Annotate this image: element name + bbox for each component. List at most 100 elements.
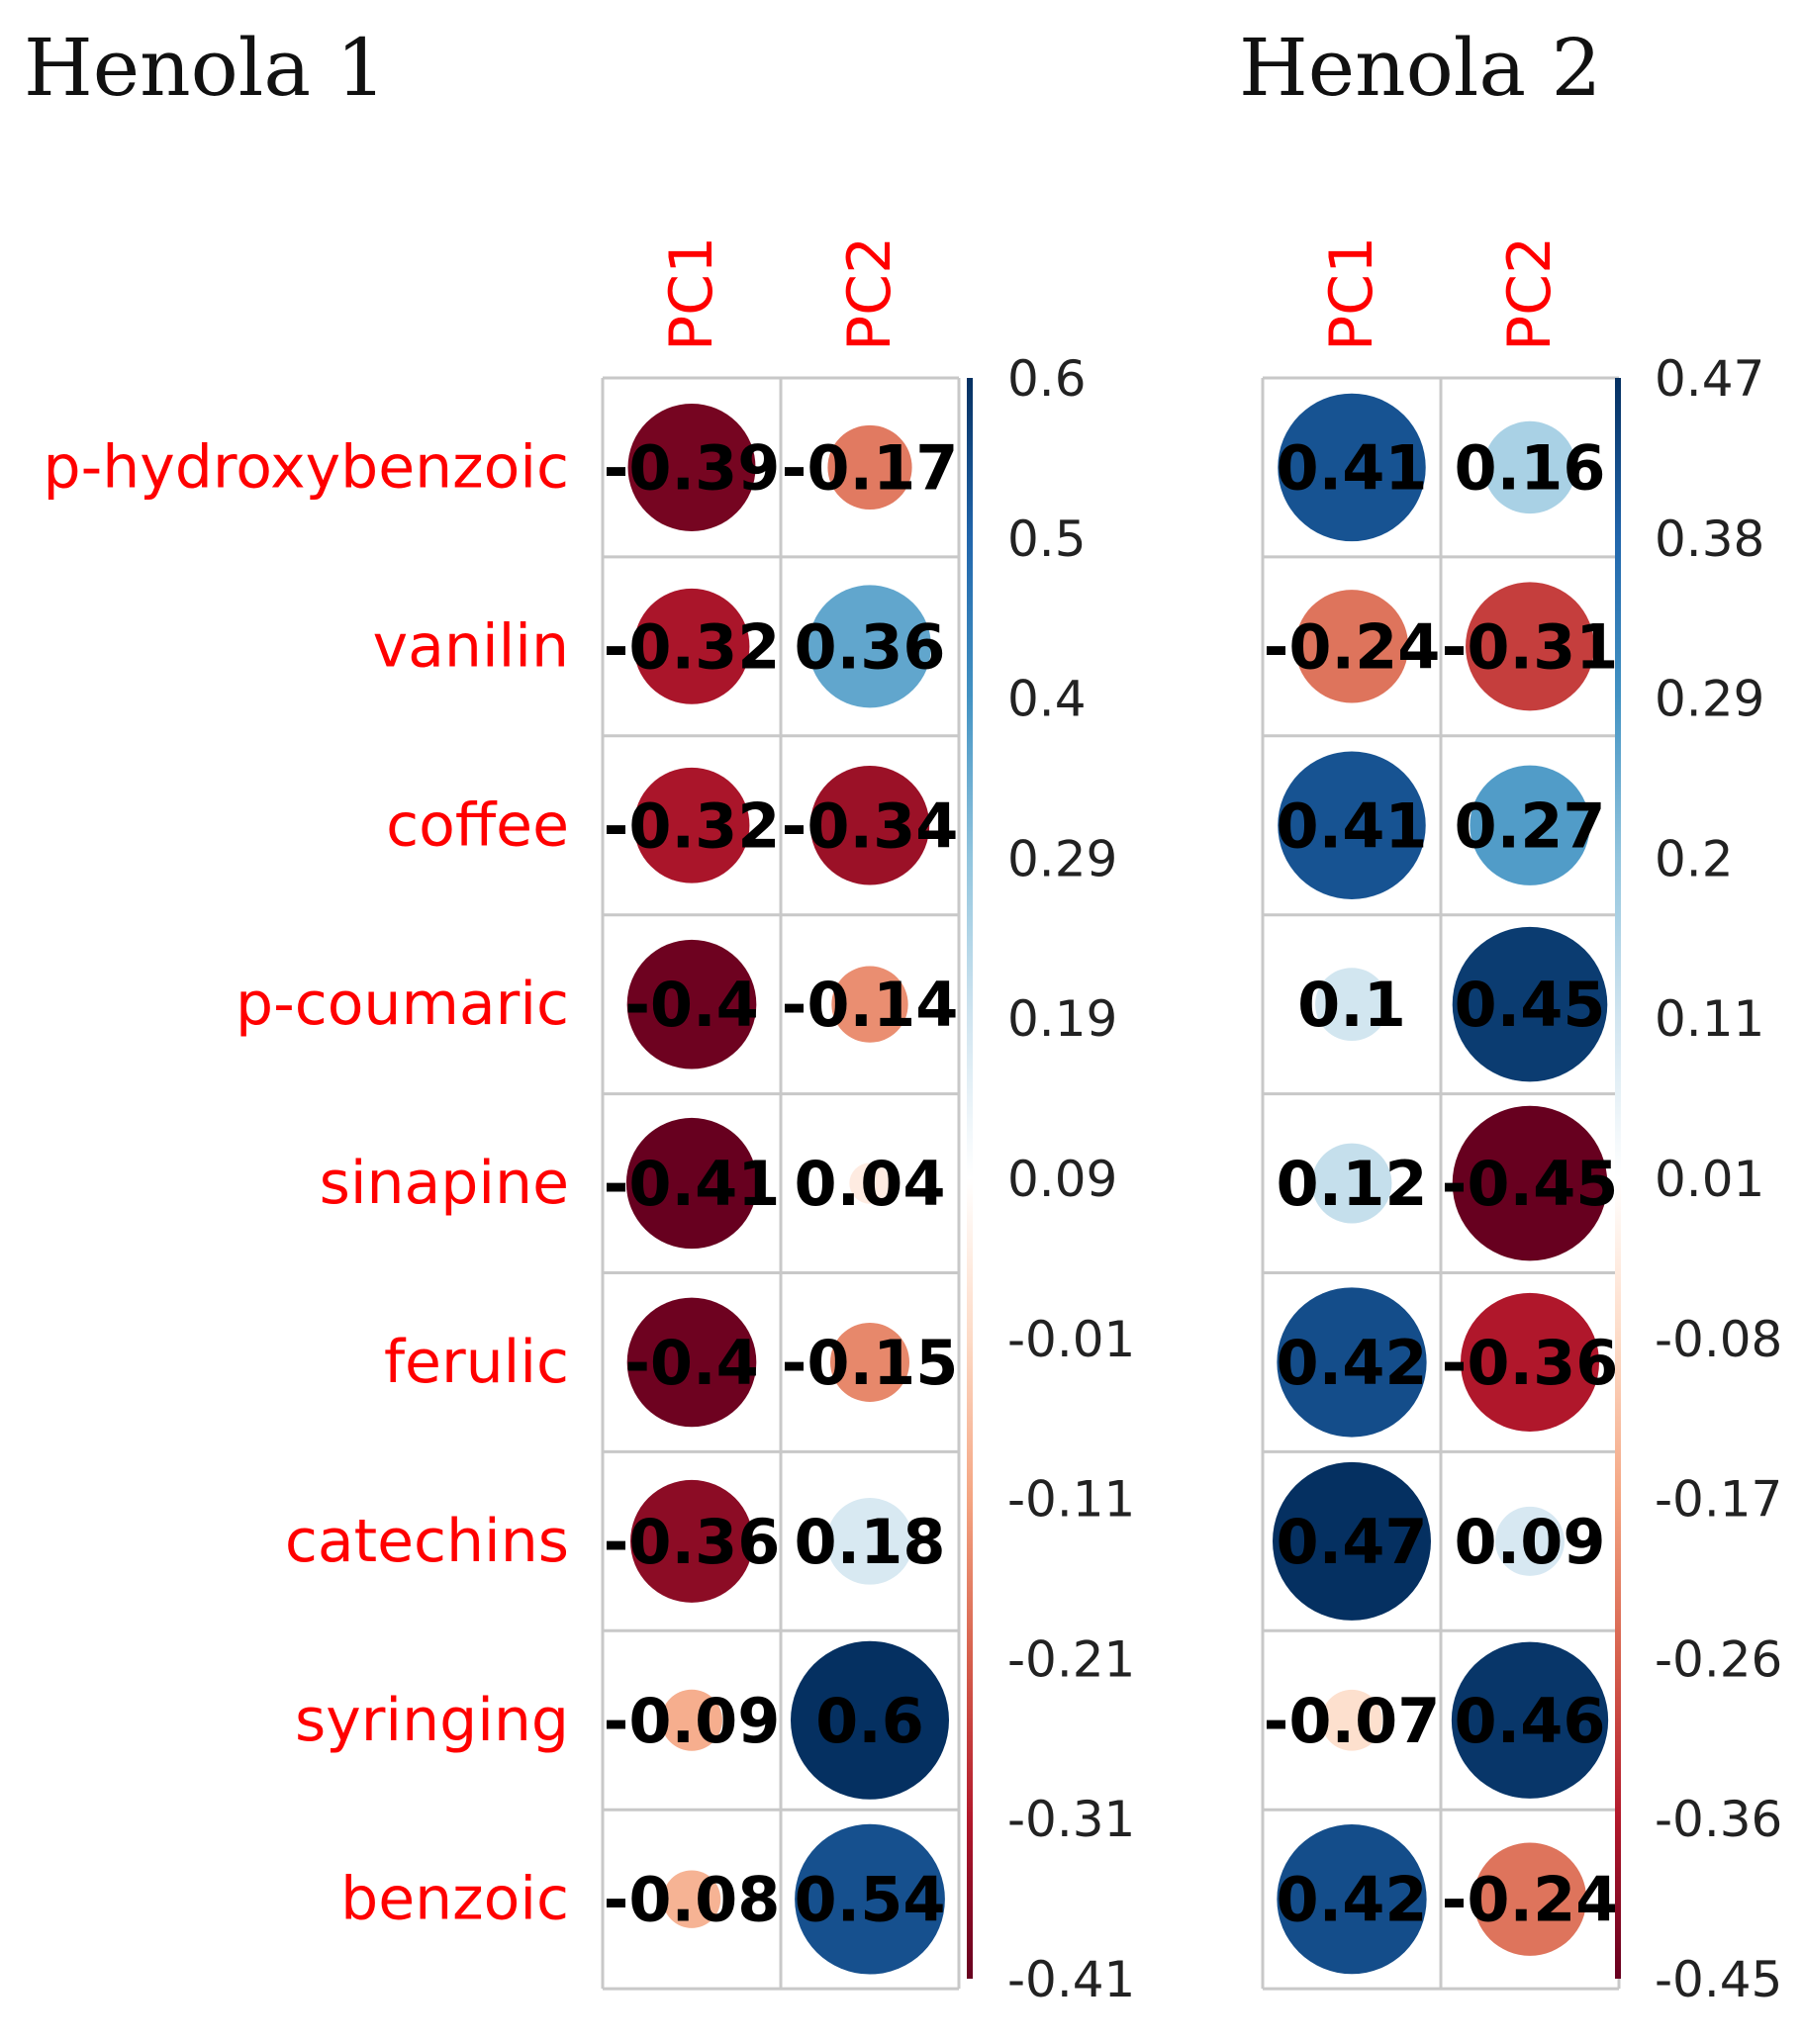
value-label: -0.24 — [1264, 610, 1441, 683]
value-label: 0.09 — [1455, 1506, 1606, 1578]
value-label: 0.41 — [1277, 431, 1428, 504]
value-label: 0.47 — [1277, 1506, 1428, 1578]
corr-circle-benzoic-pc1 — [662, 1870, 721, 1928]
colorbar-tick-label: 0.11 — [1655, 990, 1764, 1048]
colorbar-tick-label: 0.2 — [1655, 830, 1734, 887]
corr-circle-sinapine-pc1 — [1311, 1143, 1392, 1224]
row-label-benzoic: benzoic — [340, 1865, 569, 1934]
value-label: 0.16 — [1455, 431, 1606, 504]
column-label-pc1: PC1 — [657, 236, 726, 351]
value-label: -0.08 — [604, 1864, 781, 1936]
colorbar-tick-label: -0.31 — [1007, 1791, 1135, 1848]
corr-circle-ferulic-pc2 — [830, 1322, 909, 1402]
value-label: -0.4 — [624, 1327, 759, 1399]
column-label-pc1: PC1 — [1317, 236, 1386, 351]
corr-circle-p-coumaric-pc1 — [1315, 968, 1388, 1042]
row-label-syringing: syringing — [295, 1686, 569, 1755]
corr-circle-catechins-pc1 — [1273, 1461, 1431, 1621]
value-label: -0.32 — [604, 790, 781, 862]
value-label: -0.15 — [782, 1327, 959, 1399]
corr-circle-catechins-pc2 — [1494, 1506, 1566, 1576]
corr-circle-coffee-pc2 — [1470, 765, 1590, 885]
value-label: -0.36 — [1442, 1327, 1619, 1399]
value-label: -0.07 — [1264, 1685, 1441, 1757]
value-label: 0.46 — [1455, 1685, 1606, 1757]
value-label: -0.17 — [782, 431, 959, 504]
corr-circle-catechins-pc1 — [630, 1479, 753, 1603]
value-label: 0.6 — [815, 1685, 924, 1757]
value-label: 0.18 — [795, 1506, 946, 1578]
value-label: 0.36 — [795, 610, 946, 683]
row-label-catechins: catechins — [285, 1507, 569, 1576]
colorbar-tick-label: 0.09 — [1007, 1151, 1117, 1208]
value-label: -0.24 — [1442, 1864, 1619, 1936]
colorbar-tick-label: 0.38 — [1655, 511, 1764, 568]
corr-circle-coffee-pc2 — [809, 766, 930, 885]
colorbar-tick-label: -0.26 — [1655, 1630, 1782, 1688]
row-label-p-coumaric: p-coumaric — [236, 970, 569, 1039]
colorbar-tick-label: -0.36 — [1655, 1791, 1782, 1848]
corr-circle-coffee-pc1 — [633, 767, 750, 883]
panel-title-henola-1: Henola 1 — [24, 22, 387, 114]
colorbar-tick-label: 0.6 — [1007, 350, 1087, 408]
colorbar-tick-label: 0.29 — [1007, 830, 1117, 887]
value-label: -0.39 — [604, 431, 781, 504]
corr-circle-syringing-pc2 — [1451, 1641, 1609, 1799]
corr-circle-vanilin-pc2 — [808, 585, 931, 708]
corr-circle-coffee-pc1 — [1278, 751, 1426, 899]
corr-circle-benzoic-pc1 — [1277, 1824, 1427, 1975]
colorbar-tick-label: 0.47 — [1655, 350, 1764, 408]
value-label: 0.12 — [1277, 1148, 1428, 1220]
colorbar-tick-label: -0.11 — [1007, 1471, 1135, 1529]
value-label: 0.27 — [1455, 790, 1606, 862]
value-label: -0.4 — [624, 969, 759, 1041]
colorbar — [1615, 378, 1621, 1979]
value-label: -0.45 — [1442, 1148, 1619, 1220]
row-label-sinapine: sinapine — [320, 1149, 569, 1218]
value-label: -0.32 — [604, 610, 781, 683]
value-label: -0.14 — [782, 969, 959, 1041]
corr-circle-p-coumaric-pc2 — [1452, 926, 1608, 1082]
corr-circle-vanilin-pc1 — [633, 588, 750, 704]
corr-circle-syringing-pc1 — [1321, 1689, 1382, 1751]
colorbar-tick-label: 0.29 — [1655, 671, 1764, 728]
colorbar-tick-label: -0.08 — [1655, 1311, 1782, 1368]
corr-circle-syringing-pc2 — [791, 1640, 949, 1800]
corr-circle-p-coumaric-pc1 — [626, 939, 757, 1069]
colorbar-tick-label: 0.19 — [1007, 990, 1117, 1048]
value-label: -0.09 — [604, 1685, 781, 1757]
row-label-coffee: coffee — [386, 790, 569, 860]
value-label: 0.45 — [1455, 969, 1606, 1041]
colorbar-tick-label: -0.41 — [1007, 1951, 1135, 2008]
column-label-pc2: PC2 — [835, 236, 904, 351]
corr-circle-sinapine-pc1 — [625, 1117, 758, 1250]
colorbar-tick-label: -0.01 — [1007, 1311, 1135, 1368]
value-label: -0.34 — [782, 790, 959, 862]
value-label: 0.42 — [1277, 1864, 1428, 1936]
value-label: -0.36 — [604, 1506, 781, 1578]
corr-circle-ferulic-pc1 — [1277, 1287, 1427, 1438]
row-label-vanilin: vanilin — [373, 611, 569, 681]
corr-circle-sinapine-pc2 — [849, 1162, 891, 1204]
corr-circle-p-hydroxybenzoic-pc1 — [1278, 393, 1426, 542]
corr-circle-vanilin-pc2 — [1466, 582, 1594, 711]
corr-circle-benzoic-pc2 — [1472, 1842, 1587, 1956]
value-label: 0.04 — [795, 1148, 946, 1220]
value-label: -0.31 — [1442, 610, 1619, 683]
panel-1: PC1 PC2 p-hydroxybenzoic vanilin coffee p-cou… — [44, 236, 1136, 2008]
value-label: -0.41 — [604, 1148, 781, 1220]
corr-circle-p-hydroxybenzoic-pc1 — [627, 403, 756, 531]
colorbar-tick-label: -0.45 — [1655, 1951, 1782, 2008]
value-label: 0.1 — [1297, 969, 1406, 1041]
corr-circle-syringing-pc1 — [661, 1689, 722, 1751]
colorbar-tick-label: 0.4 — [1007, 671, 1087, 728]
corr-circle-p-coumaric-pc2 — [831, 966, 908, 1043]
panel-title-henola-2: Henola 2 — [1239, 22, 1602, 114]
corr-circle-vanilin-pc1 — [1294, 590, 1409, 703]
column-label-pc2: PC2 — [1495, 236, 1565, 351]
colorbar — [967, 378, 973, 1979]
colorbar-tick-label: -0.21 — [1007, 1630, 1135, 1688]
corr-circle-ferulic-pc1 — [626, 1297, 757, 1428]
value-label: 0.54 — [795, 1864, 946, 1936]
